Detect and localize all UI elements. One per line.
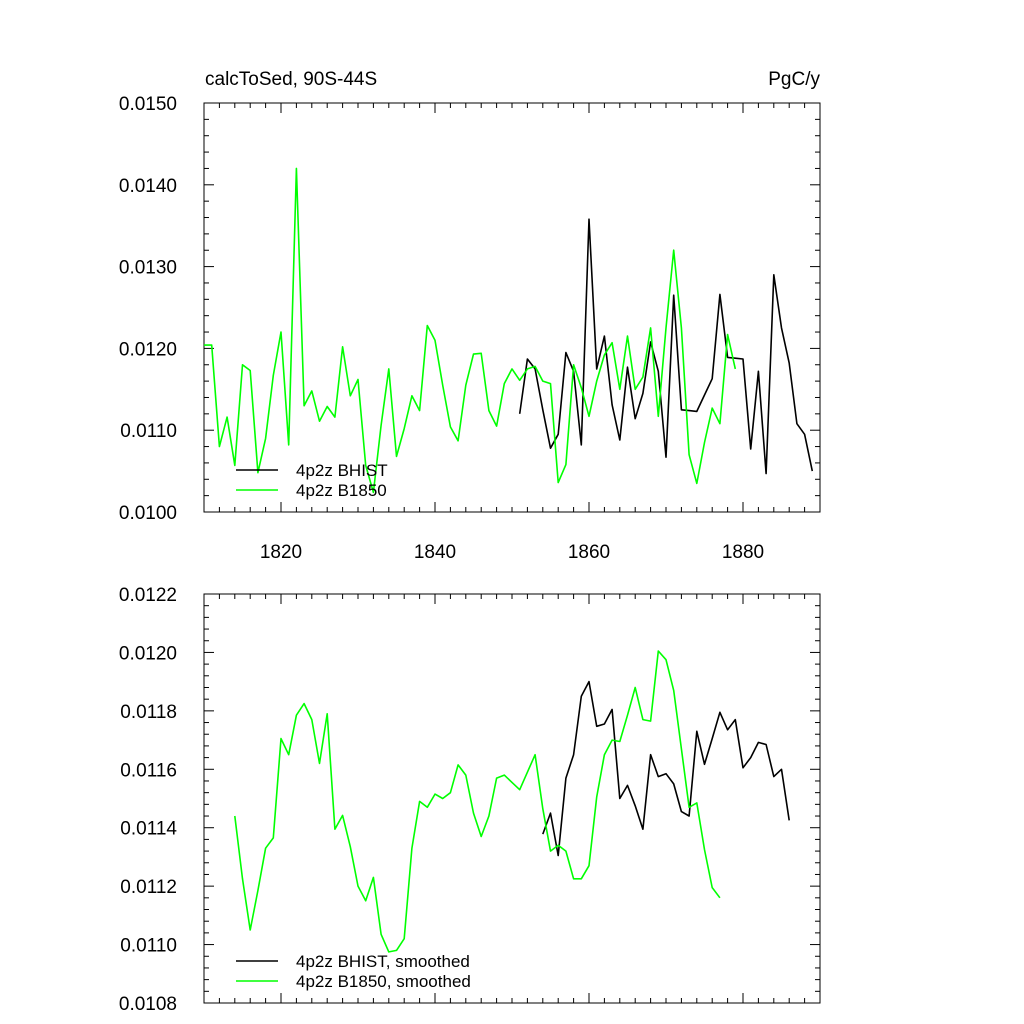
y-tick-label: 0.0150 [119,94,177,115]
y-tick-label: 0.0116 [120,760,177,781]
y-tick-label: 0.0100 [119,503,177,524]
y-tick-label: 0.0108 [119,994,177,1015]
y-tick-label: 0.0110 [120,936,177,957]
bottom-panel: 0.0108 0.0110 0.0112 0.0114 0.0116 0.0118 0.01… [119,585,821,1015]
legend-label: 4p2z BHIST [296,461,388,480]
series-line-b1850 [234,650,721,953]
x-tick-label: 1820 [260,542,302,563]
legend-label: 4p2z B1850 [296,481,387,500]
y-tick-label: 0.0130 [119,258,177,279]
chart-units: PgC/y [768,69,820,90]
y-tick-label: 0.0118 [120,702,177,723]
y-tick-label: 0.0120 [119,643,177,664]
y-tick-label: 0.0140 [119,176,177,197]
chart-title: calcToSed, 90S-44S [205,69,377,90]
series-line-bhist [542,680,790,857]
series-line-b1850 [204,167,737,494]
legend-label: 4p2z BHIST, smoothed [296,952,470,971]
y-tick-label: 0.0122 [119,585,177,606]
x-tick-label: 1880 [722,542,764,563]
y-tick-label: 0.0114 [120,819,177,840]
x-tick-label: 1860 [568,542,610,563]
series-line-bhist [518,218,814,475]
y-tick-label: 0.0120 [119,339,177,360]
legend-label: 4p2z B1850, smoothed [296,972,471,991]
x-tick-label: 1840 [414,542,456,563]
top-panel: 1820 1840 1860 1880 0.0100 0.0110 0.0120 0.0130… [119,94,821,563]
y-tick-label: 0.0112 [120,877,177,898]
y-tick-label: 0.0110 [120,421,177,442]
